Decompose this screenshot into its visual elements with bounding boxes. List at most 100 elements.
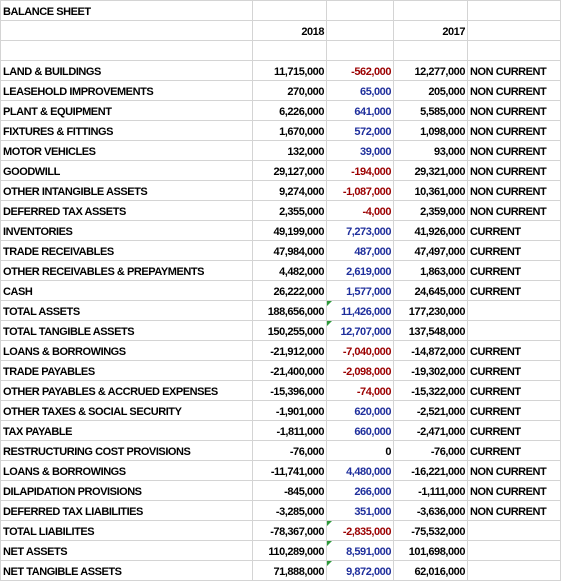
- change-cell[interactable]: 9,872,000: [326, 560, 394, 581]
- value-2018-cell[interactable]: 1,670,000: [252, 120, 327, 141]
- value-2017-cell[interactable]: -14,872,000: [393, 340, 468, 361]
- sheet-title-cell[interactable]: BALANCE SHEET: [0, 0, 253, 21]
- classification-cell[interactable]: NON CURRENT: [467, 100, 561, 121]
- empty-cell[interactable]: [0, 20, 253, 41]
- line-item-label-cell[interactable]: LAND & BUILDINGS: [0, 60, 253, 81]
- empty-cell[interactable]: [252, 40, 327, 61]
- value-2018-cell[interactable]: 110,289,000: [252, 540, 327, 561]
- value-2018-cell[interactable]: -15,396,000: [252, 380, 327, 401]
- classification-cell[interactable]: NON CURRENT: [467, 200, 561, 221]
- line-item-label-cell[interactable]: GOODWILL: [0, 160, 253, 181]
- classification-cell[interactable]: NON CURRENT: [467, 80, 561, 101]
- change-cell[interactable]: 39,000: [326, 140, 394, 161]
- year-2018-header-cell[interactable]: 2018: [252, 20, 327, 41]
- year-2017-header-cell[interactable]: 2017: [393, 20, 468, 41]
- value-2017-cell[interactable]: 205,000: [393, 80, 468, 101]
- line-item-label-cell[interactable]: LOANS & BORROWINGS: [0, 460, 253, 481]
- change-cell[interactable]: -194,000: [326, 160, 394, 181]
- classification-cell[interactable]: CURRENT: [467, 220, 561, 241]
- value-2017-cell[interactable]: 93,000: [393, 140, 468, 161]
- empty-cell[interactable]: [467, 0, 561, 21]
- classification-cell[interactable]: CURRENT: [467, 420, 561, 441]
- line-item-label-cell[interactable]: MOTOR VEHICLES: [0, 140, 253, 161]
- empty-cell[interactable]: [252, 0, 327, 21]
- value-2018-cell[interactable]: 4,482,000: [252, 260, 327, 281]
- line-item-label-cell[interactable]: DILAPIDATION PROVISIONS: [0, 480, 253, 501]
- empty-cell[interactable]: [326, 0, 394, 21]
- value-2017-cell[interactable]: 2,359,000: [393, 200, 468, 221]
- change-cell[interactable]: 11,426,000: [326, 300, 394, 321]
- value-2017-cell[interactable]: 62,016,000: [393, 560, 468, 581]
- line-item-label-cell[interactable]: LEASEHOLD IMPROVEMENTS: [0, 80, 253, 101]
- value-2018-cell[interactable]: 270,000: [252, 80, 327, 101]
- classification-cell[interactable]: NON CURRENT: [467, 140, 561, 161]
- line-item-label-cell[interactable]: TOTAL ASSETS: [0, 300, 253, 321]
- value-2018-cell[interactable]: -1,901,000: [252, 400, 327, 421]
- classification-cell[interactable]: [467, 320, 561, 341]
- change-cell[interactable]: -562,000: [326, 60, 394, 81]
- line-item-label-cell[interactable]: LOANS & BORROWINGS: [0, 340, 253, 361]
- classification-cell[interactable]: CURRENT: [467, 240, 561, 261]
- line-item-label-cell[interactable]: PLANT & EQUIPMENT: [0, 100, 253, 121]
- change-cell[interactable]: 12,707,000: [326, 320, 394, 341]
- change-cell[interactable]: -1,087,000: [326, 180, 394, 201]
- value-2018-cell[interactable]: 47,984,000: [252, 240, 327, 261]
- value-2018-cell[interactable]: -78,367,000: [252, 520, 327, 541]
- classification-cell[interactable]: NON CURRENT: [467, 180, 561, 201]
- value-2017-cell[interactable]: 41,926,000: [393, 220, 468, 241]
- classification-cell[interactable]: [467, 540, 561, 561]
- value-2018-cell[interactable]: 6,226,000: [252, 100, 327, 121]
- change-cell[interactable]: 4,480,000: [326, 460, 394, 481]
- value-2017-cell[interactable]: -2,521,000: [393, 400, 468, 421]
- classification-cell[interactable]: NON CURRENT: [467, 480, 561, 501]
- value-2017-cell[interactable]: -1,111,000: [393, 480, 468, 501]
- change-cell[interactable]: 351,000: [326, 500, 394, 521]
- classification-cell[interactable]: CURRENT: [467, 280, 561, 301]
- value-2017-cell[interactable]: 5,585,000: [393, 100, 468, 121]
- classification-cell[interactable]: NON CURRENT: [467, 500, 561, 521]
- change-cell[interactable]: 65,000: [326, 80, 394, 101]
- value-2017-cell[interactable]: 10,361,000: [393, 180, 468, 201]
- line-item-label-cell[interactable]: NET ASSETS: [0, 540, 253, 561]
- empty-cell[interactable]: [393, 40, 468, 61]
- classification-cell[interactable]: NON CURRENT: [467, 160, 561, 181]
- line-item-label-cell[interactable]: OTHER INTANGIBLE ASSETS: [0, 180, 253, 201]
- line-item-label-cell[interactable]: DEFERRED TAX ASSETS: [0, 200, 253, 221]
- change-cell[interactable]: 0: [326, 440, 394, 461]
- value-2017-cell[interactable]: 1,863,000: [393, 260, 468, 281]
- classification-cell[interactable]: CURRENT: [467, 360, 561, 381]
- change-cell[interactable]: -74,000: [326, 380, 394, 401]
- value-2018-cell[interactable]: 150,255,000: [252, 320, 327, 341]
- change-cell[interactable]: 487,000: [326, 240, 394, 261]
- value-2018-cell[interactable]: 26,222,000: [252, 280, 327, 301]
- value-2018-cell[interactable]: -11,741,000: [252, 460, 327, 481]
- change-cell[interactable]: 2,619,000: [326, 260, 394, 281]
- classification-cell[interactable]: [467, 300, 561, 321]
- value-2017-cell[interactable]: 101,698,000: [393, 540, 468, 561]
- value-2017-cell[interactable]: -3,636,000: [393, 500, 468, 521]
- line-item-label-cell[interactable]: INVENTORIES: [0, 220, 253, 241]
- empty-cell[interactable]: [326, 40, 394, 61]
- value-2018-cell[interactable]: -1,811,000: [252, 420, 327, 441]
- line-item-label-cell[interactable]: OTHER RECEIVABLES & PREPAYMENTS: [0, 260, 253, 281]
- value-2017-cell[interactable]: 29,321,000: [393, 160, 468, 181]
- line-item-label-cell[interactable]: NET TANGIBLE ASSETS: [0, 560, 253, 581]
- line-item-label-cell[interactable]: TAX PAYABLE: [0, 420, 253, 441]
- value-2017-cell[interactable]: 12,277,000: [393, 60, 468, 81]
- change-cell[interactable]: -2,098,000: [326, 360, 394, 381]
- value-2018-cell[interactable]: -21,912,000: [252, 340, 327, 361]
- line-item-label-cell[interactable]: DEFERRED TAX LIABILITIES: [0, 500, 253, 521]
- value-2017-cell[interactable]: 137,548,000: [393, 320, 468, 341]
- change-cell[interactable]: -7,040,000: [326, 340, 394, 361]
- classification-cell[interactable]: NON CURRENT: [467, 460, 561, 481]
- line-item-label-cell[interactable]: OTHER TAXES & SOCIAL SECURITY: [0, 400, 253, 421]
- line-item-label-cell[interactable]: RESTRUCTURING COST PROVISIONS: [0, 440, 253, 461]
- line-item-label-cell[interactable]: TOTAL TANGIBLE ASSETS: [0, 320, 253, 341]
- change-cell[interactable]: 572,000: [326, 120, 394, 141]
- change-cell[interactable]: 641,000: [326, 100, 394, 121]
- empty-cell[interactable]: [467, 40, 561, 61]
- classification-cell[interactable]: CURRENT: [467, 340, 561, 361]
- value-2017-cell[interactable]: 24,645,000: [393, 280, 468, 301]
- line-item-label-cell[interactable]: TOTAL LIABILITES: [0, 520, 253, 541]
- classification-cell[interactable]: CURRENT: [467, 440, 561, 461]
